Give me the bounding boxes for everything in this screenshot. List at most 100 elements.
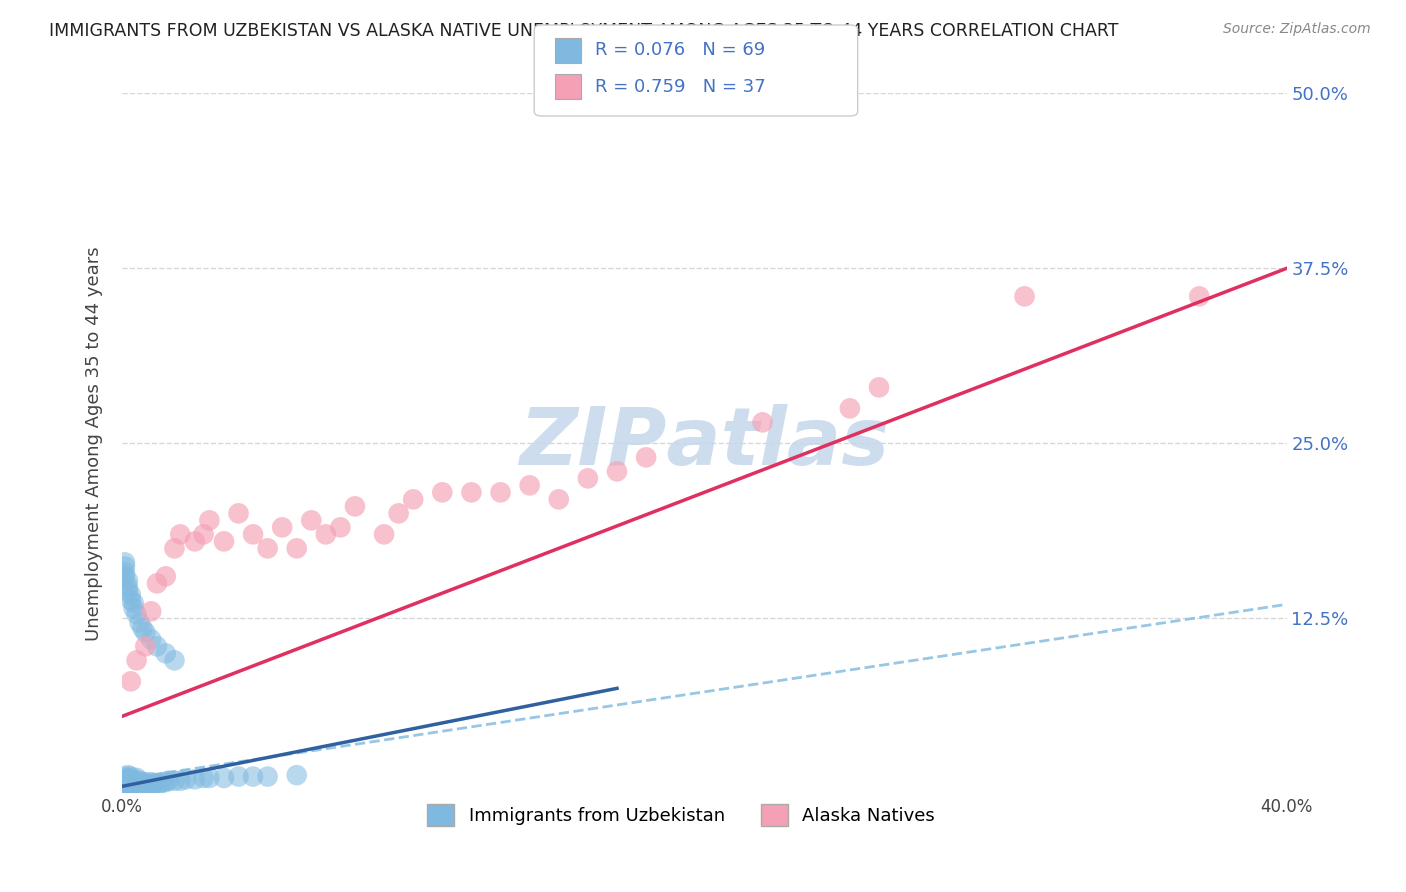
Point <box>576 471 599 485</box>
Point <box>131 775 153 789</box>
Legend: Immigrants from Uzbekistan, Alaska Natives: Immigrants from Uzbekistan, Alaska Nativ… <box>420 797 942 833</box>
Point <box>547 492 569 507</box>
Point <box>149 776 172 790</box>
Point <box>606 464 628 478</box>
Point <box>169 773 191 788</box>
Point <box>141 775 163 789</box>
Point <box>128 780 150 794</box>
Point <box>299 513 322 527</box>
Text: ZIP​atlas: ZIP​atlas <box>519 404 890 483</box>
Point <box>114 780 136 794</box>
Point <box>125 778 148 792</box>
Point <box>174 772 197 787</box>
Point <box>198 771 221 785</box>
Point <box>868 380 890 394</box>
Point <box>198 513 221 527</box>
Point <box>163 773 186 788</box>
Point <box>271 520 294 534</box>
Point <box>155 569 177 583</box>
Point <box>285 768 308 782</box>
Point <box>114 555 136 569</box>
Text: IMMIGRANTS FROM UZBEKISTAN VS ALASKA NATIVE UNEMPLOYMENT AMONG AGES 35 TO 44 YEA: IMMIGRANTS FROM UZBEKISTAN VS ALASKA NAT… <box>49 22 1119 40</box>
Point <box>636 450 658 465</box>
Point <box>343 500 366 514</box>
Point <box>155 775 177 789</box>
Point <box>519 478 541 492</box>
Point <box>136 778 159 792</box>
Point <box>120 775 142 789</box>
Point <box>131 778 153 792</box>
Text: Source: ZipAtlas.com: Source: ZipAtlas.com <box>1223 22 1371 37</box>
Point <box>131 621 153 635</box>
Point <box>125 771 148 785</box>
Point <box>141 604 163 618</box>
Point <box>402 492 425 507</box>
Point <box>155 646 177 660</box>
Point <box>193 771 215 785</box>
Point <box>460 485 482 500</box>
Point <box>114 569 136 583</box>
Point <box>169 527 191 541</box>
Point <box>256 770 278 784</box>
Point <box>141 780 163 794</box>
Point <box>242 770 264 784</box>
Point <box>128 776 150 790</box>
Point <box>146 778 169 792</box>
Point <box>329 520 352 534</box>
Point <box>315 527 337 541</box>
Point <box>117 771 139 785</box>
Point <box>373 527 395 541</box>
Point <box>285 541 308 556</box>
Point <box>184 534 207 549</box>
Point <box>152 775 174 789</box>
Point <box>114 565 136 579</box>
Point <box>120 588 142 602</box>
Point <box>1188 289 1211 303</box>
Point <box>117 782 139 797</box>
Point <box>212 534 235 549</box>
Point <box>256 541 278 556</box>
Point <box>146 640 169 654</box>
Point <box>120 780 142 795</box>
Point <box>114 772 136 787</box>
Point <box>193 527 215 541</box>
Point <box>489 485 512 500</box>
Point <box>114 770 136 784</box>
Point <box>117 579 139 593</box>
Point <box>212 771 235 785</box>
Point <box>125 653 148 667</box>
Point <box>117 780 139 794</box>
Point <box>114 776 136 790</box>
Point <box>751 415 773 429</box>
Point <box>117 583 139 598</box>
Point <box>134 625 156 640</box>
Point <box>432 485 454 500</box>
Point <box>114 775 136 789</box>
Point <box>125 775 148 789</box>
Point <box>141 632 163 647</box>
Point <box>228 507 250 521</box>
Point <box>122 776 145 790</box>
Point <box>134 640 156 654</box>
Point <box>163 541 186 556</box>
Point <box>242 527 264 541</box>
Point <box>163 653 186 667</box>
Point <box>125 607 148 622</box>
Point <box>122 773 145 788</box>
Point <box>120 772 142 787</box>
Point <box>157 773 180 788</box>
Point <box>117 776 139 790</box>
Point <box>120 770 142 784</box>
Y-axis label: Unemployment Among Ages 35 to 44 years: Unemployment Among Ages 35 to 44 years <box>86 246 103 640</box>
Text: R = 0.759   N = 37: R = 0.759 N = 37 <box>595 78 765 95</box>
Point <box>388 507 411 521</box>
Point <box>134 775 156 789</box>
Point <box>122 780 145 794</box>
Text: R = 0.076   N = 69: R = 0.076 N = 69 <box>595 41 765 59</box>
Point <box>120 674 142 689</box>
Point <box>122 596 145 610</box>
Point <box>134 780 156 794</box>
Point <box>184 772 207 787</box>
Point <box>146 576 169 591</box>
Point <box>128 773 150 788</box>
